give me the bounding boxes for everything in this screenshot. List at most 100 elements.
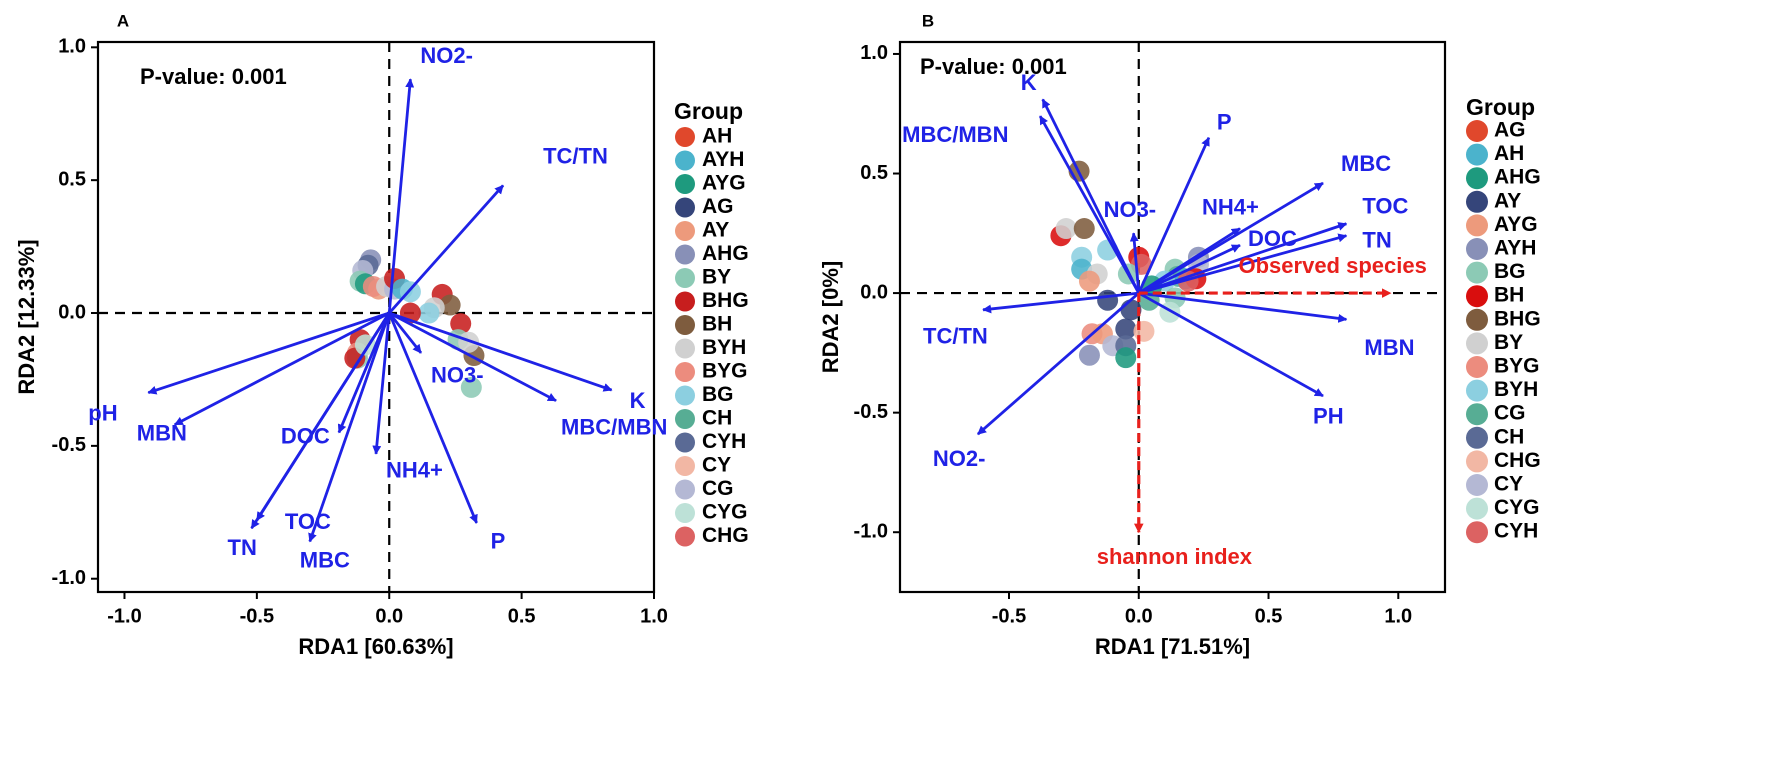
arrow-no2 bbox=[387, 78, 415, 314]
legend-label-cyg: CYG bbox=[702, 501, 748, 524]
arrow-nh4 bbox=[372, 312, 391, 455]
plot-frame bbox=[96, 40, 656, 594]
legend-label-cy: CY bbox=[702, 454, 731, 477]
legend-swatch-bh bbox=[675, 315, 695, 335]
panel-label: B bbox=[922, 11, 934, 30]
x-tick-label: 1.0 bbox=[1384, 605, 1412, 627]
legend-swatch-ay bbox=[1466, 190, 1488, 213]
x-axis-label: RDA1 [71.51%] bbox=[1095, 634, 1250, 659]
arrow-label-tc-tn: TC/TN bbox=[543, 143, 608, 168]
arrow-label-toc: TOC bbox=[285, 509, 331, 534]
plot-frame bbox=[898, 40, 1447, 594]
legend-label-bg: BG bbox=[702, 383, 734, 406]
legend-label-ah: AH bbox=[1494, 142, 1524, 165]
arrow-mbc-mbn bbox=[1038, 115, 1140, 294]
arrow-label-shannon-index: shannon index bbox=[1097, 544, 1253, 569]
point-ay bbox=[1115, 318, 1137, 340]
legend-label-byh: BYH bbox=[702, 336, 746, 359]
legend-label-cyh: CYH bbox=[1494, 520, 1538, 543]
legend-swatch-cyg bbox=[675, 503, 695, 523]
legend-label-ay: AY bbox=[702, 219, 729, 242]
legend-label-ay: AY bbox=[1494, 189, 1521, 212]
arrow-tc-tn bbox=[388, 184, 505, 314]
arrow-label-p: P bbox=[1217, 109, 1232, 134]
legend-swatch-chg bbox=[1466, 450, 1488, 473]
legend-label-ag: AG bbox=[702, 195, 734, 218]
legend-swatch-byh bbox=[1466, 379, 1488, 402]
legend-swatch-byg bbox=[675, 362, 695, 382]
arrow-label-doc: DOC bbox=[1248, 226, 1297, 251]
legend-swatch-ch bbox=[1466, 426, 1488, 449]
point-bh bbox=[439, 294, 461, 316]
y-tick-label: 0.5 bbox=[860, 162, 888, 184]
point-byh bbox=[458, 331, 480, 353]
p-value-annotation: P-value: 0.001 bbox=[920, 54, 1067, 79]
legend-swatch-ayh bbox=[675, 150, 695, 171]
point-bhg bbox=[1073, 218, 1095, 240]
arrow-label-toc: TOC bbox=[1362, 194, 1408, 219]
arrow-toc bbox=[1138, 222, 1348, 295]
legend-swatch-ayg bbox=[1466, 214, 1488, 237]
x-tick-label: -1.0 bbox=[107, 605, 141, 627]
legend-label-byg: BYG bbox=[702, 360, 748, 383]
legend-label-bhg: BHG bbox=[702, 289, 749, 312]
legend-swatch-ayg bbox=[675, 174, 695, 194]
legend: GroupAHAYHAYGAGAYAHGBYBHGBHBYHBYGBGCHCYH… bbox=[674, 98, 749, 547]
legend-label-cyg: CYG bbox=[1494, 496, 1540, 519]
y-tick-label: 0.5 bbox=[58, 168, 86, 190]
x-tick-label: 0.0 bbox=[1125, 605, 1153, 627]
y-axis-label: RDA2 [0%] bbox=[818, 261, 843, 373]
legend-title: Group bbox=[674, 98, 743, 124]
legend-label-ch: CH bbox=[702, 407, 732, 430]
arrow-mbn bbox=[173, 311, 390, 426]
x-tick-label: 0.5 bbox=[1255, 605, 1283, 627]
arrow-label-no2: NO2- bbox=[420, 43, 473, 68]
arrow-p bbox=[1137, 136, 1211, 294]
arrow-label-no3: NO3- bbox=[1104, 197, 1157, 222]
sample-points bbox=[344, 249, 485, 398]
legend-label-ch: CH bbox=[1494, 425, 1524, 448]
legend-label-bhg: BHG bbox=[1494, 307, 1541, 330]
y-tick-label: -1.0 bbox=[854, 520, 888, 542]
legend-label-chg: CHG bbox=[702, 524, 749, 547]
legend-swatch-cyh bbox=[1466, 521, 1488, 544]
y-tick-label: -0.5 bbox=[52, 434, 86, 456]
arrow-mbn bbox=[1138, 291, 1348, 323]
legend-label-ayg: AYG bbox=[702, 172, 746, 195]
arrow-label-tc-tn: TC/TN bbox=[923, 324, 988, 349]
legend-swatch-ahg bbox=[1466, 167, 1488, 190]
legend-swatch-cyh bbox=[675, 432, 695, 453]
panel-label: A bbox=[117, 11, 129, 30]
legend-swatch-ahg bbox=[675, 244, 695, 265]
arrow-tn bbox=[1138, 233, 1348, 295]
legend-swatch-ay bbox=[675, 221, 695, 241]
x-tick-label: -0.5 bbox=[240, 605, 274, 627]
legend-label-ayh: AYH bbox=[1494, 237, 1536, 260]
p-value-annotation: P-value: 0.001 bbox=[140, 64, 287, 89]
arrow-tc-tn bbox=[982, 291, 1139, 314]
arrow-label-no3: NO3- bbox=[431, 363, 484, 388]
legend-label-by: BY bbox=[1494, 331, 1523, 354]
arrow-label-tn: TN bbox=[228, 535, 257, 560]
legend-swatch-cg bbox=[675, 479, 695, 500]
legend-title: Group bbox=[1466, 94, 1535, 120]
legend-label-ag: AG bbox=[1494, 119, 1526, 142]
arrow-label-observed-species: Observed species bbox=[1239, 253, 1427, 278]
legend-swatch-ag bbox=[675, 197, 695, 218]
arrow-label-k: K bbox=[1021, 70, 1037, 95]
arrow-label-mbc: MBC bbox=[300, 547, 350, 572]
x-axis-label: RDA1 [60.63%] bbox=[298, 634, 453, 659]
y-tick-label: -1.0 bbox=[52, 567, 86, 589]
point-chg bbox=[1133, 320, 1155, 342]
point-by bbox=[1055, 218, 1077, 240]
arrow-label-nh4: NH4+ bbox=[1202, 194, 1259, 219]
arrow-ph bbox=[147, 311, 390, 395]
arrow-no3 bbox=[1129, 232, 1141, 294]
legend-swatch-cy bbox=[1466, 474, 1488, 496]
legend-swatch-bg bbox=[1466, 261, 1488, 284]
legend-swatch-bh bbox=[1466, 285, 1488, 308]
y-tick-label: 1.0 bbox=[58, 36, 86, 58]
legend-label-ahg: AHG bbox=[1494, 166, 1541, 189]
